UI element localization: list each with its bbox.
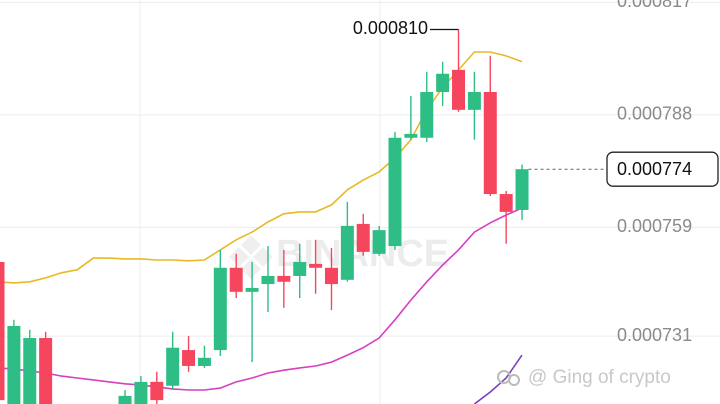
candle-body bbox=[23, 338, 37, 404]
candle-body bbox=[277, 275, 291, 282]
candle-body bbox=[182, 350, 196, 366]
moving-average-line bbox=[0, 207, 523, 391]
candle-body bbox=[229, 267, 243, 292]
candle-body bbox=[499, 194, 513, 212]
candle-body bbox=[467, 91, 481, 110]
candle-body bbox=[0, 261, 5, 401]
candle-body bbox=[197, 357, 211, 366]
candle-body bbox=[324, 267, 338, 285]
plot: 0.000810 bbox=[0, 18, 606, 404]
candle-body bbox=[356, 223, 370, 252]
candle-body bbox=[245, 287, 259, 292]
candle-body bbox=[134, 381, 148, 404]
candle-body bbox=[39, 338, 53, 404]
moving-average-line bbox=[473, 354, 523, 404]
candle-body bbox=[483, 91, 497, 195]
y-tick-label: 0.000731 bbox=[617, 325, 692, 345]
high-annotation: 0.000810 bbox=[353, 18, 428, 38]
candle-body bbox=[166, 347, 180, 386]
candle-body bbox=[340, 225, 354, 280]
candle-body bbox=[150, 381, 164, 401]
candle-body bbox=[118, 395, 132, 404]
last-price-box bbox=[606, 151, 719, 187]
candle-body bbox=[515, 169, 529, 210]
candle-body bbox=[293, 261, 307, 276]
y-tick-label: 0.000788 bbox=[617, 104, 692, 124]
candle-body bbox=[372, 230, 386, 254]
candle-body bbox=[261, 275, 275, 285]
credit: @ Ging of crypto bbox=[528, 367, 671, 388]
candle-body bbox=[420, 91, 434, 138]
moving-average-line bbox=[0, 51, 523, 284]
candle-body bbox=[213, 267, 227, 351]
last-price-label: 0.000774 bbox=[617, 159, 692, 179]
y-tick-label: 0.000759 bbox=[617, 216, 692, 236]
y-tick-label: 0.000817 bbox=[617, 0, 692, 11]
candle-body bbox=[404, 133, 418, 138]
candle-body bbox=[452, 69, 466, 110]
candle-body bbox=[436, 73, 450, 92]
candle-body bbox=[7, 325, 21, 404]
candle-body bbox=[388, 137, 402, 247]
credit-icon bbox=[497, 370, 520, 386]
candle-body bbox=[309, 263, 323, 268]
